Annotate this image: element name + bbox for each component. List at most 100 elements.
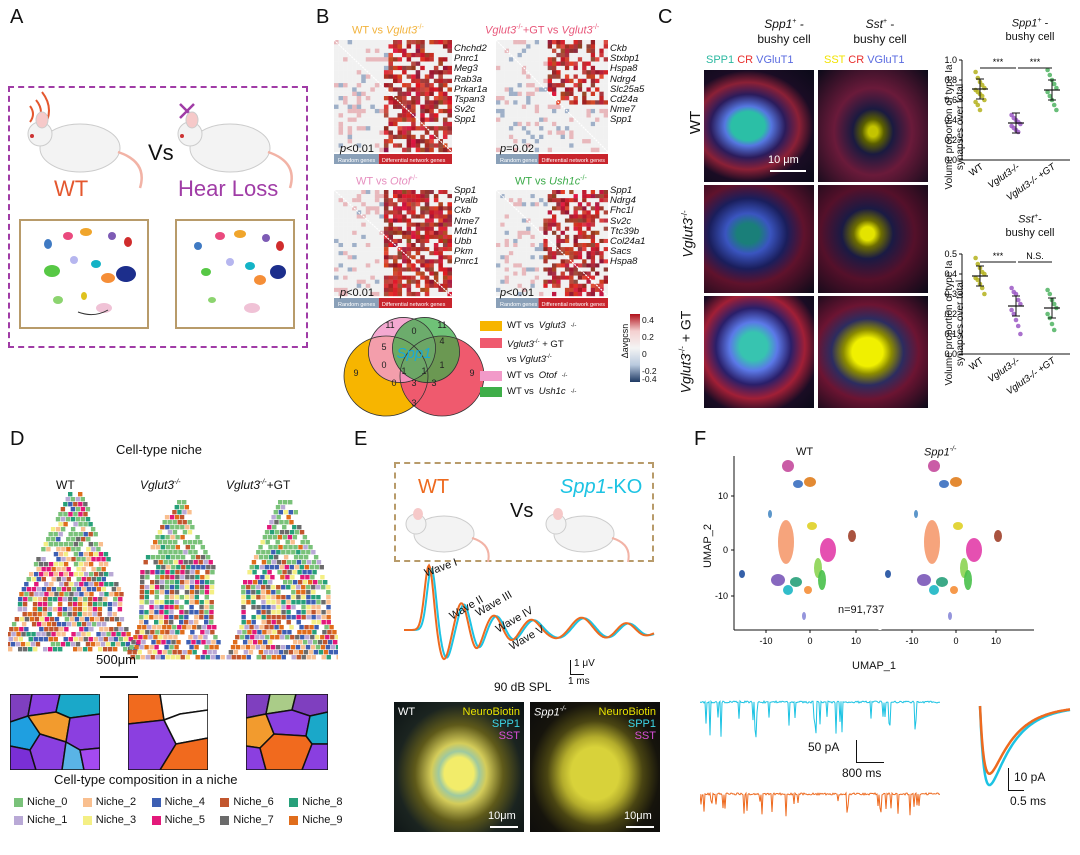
heatmap-cell: [552, 222, 557, 227]
heatmap-cell: [560, 255, 566, 260]
heatmap-cell: [530, 113, 535, 118]
heatmap-cell: [374, 230, 380, 236]
heatmap-cell: [539, 283, 544, 289]
niche-spot: [179, 515, 185, 520]
heatmap-cell: [343, 259, 348, 264]
heatmap-cell: [402, 78, 407, 84]
heatmap-cell: [569, 134, 574, 140]
heatmap-cell: [356, 91, 362, 97]
niche-spot: [139, 585, 145, 590]
umap-y-tick-label: -10: [715, 591, 728, 601]
niche-spot: [195, 535, 200, 540]
heatmap-cell: [370, 287, 376, 293]
heatmap-cell: [513, 210, 518, 215]
heatmap-cell: [402, 287, 407, 293]
niche-spot: [67, 602, 73, 607]
panel-e-ko: Spp1-KO: [560, 476, 643, 498]
heatmap-cell: [365, 108, 371, 114]
niche-spot: [34, 592, 39, 597]
niche-spot: [251, 595, 256, 600]
heatmap-cell: [500, 143, 505, 148]
heatmap-cell: [420, 230, 425, 236]
niche-spot: [101, 577, 106, 582]
heatmap-cell: [517, 52, 523, 58]
heatmap-cell: [411, 210, 416, 215]
niche-spot: [195, 555, 201, 560]
heatmap-cell: [539, 226, 544, 231]
niche-spot: [76, 567, 81, 572]
heatmap-cell: [552, 61, 557, 67]
heatmap-cell: [438, 218, 444, 223]
heatmap-cell: [547, 104, 553, 110]
niche-spot: [130, 655, 135, 660]
heatmap-cell: [365, 57, 371, 62]
heatmap-cell: [500, 291, 505, 297]
heatmap-cell: [406, 61, 412, 67]
niche-spot: [83, 502, 88, 507]
heatmap-cell: [526, 279, 531, 284]
heatmap-cell: [552, 243, 557, 248]
heatmap-cell: [504, 74, 510, 79]
heatmap-cell: [595, 121, 600, 127]
heatmap-cell: [424, 57, 430, 62]
niche-spot: [264, 565, 269, 570]
niche-spot: [270, 645, 276, 650]
heatmap-cell: [547, 238, 553, 244]
niche-spot: [299, 625, 304, 630]
heatmap-cell: [599, 251, 604, 256]
heatmap-cell: [338, 87, 344, 92]
heatmap-cell: [603, 283, 608, 289]
heatmap-cell: [370, 234, 376, 240]
heatmap-cell: [379, 117, 385, 123]
heatmap-cell: [586, 271, 591, 276]
heatmap-cell: [356, 190, 362, 195]
heatmap-cell: [603, 198, 608, 203]
heatmap-cell: [438, 113, 444, 118]
heatmap-cell: [534, 287, 540, 293]
niche-spot: [72, 647, 78, 652]
heatmap-cell: [383, 147, 389, 153]
heatmap-cell: [379, 194, 385, 199]
heatmap-cell: [582, 259, 587, 264]
heatmap-cell: [365, 61, 371, 67]
heatmap-cell: [577, 147, 583, 153]
heatmap-cell: [521, 279, 527, 284]
heatmap-cell: [388, 222, 394, 227]
heatmap-cell: [543, 91, 548, 97]
heatmap-cell: [517, 96, 523, 101]
heatmap-cell: [500, 271, 505, 276]
heatmap-cell: [530, 65, 535, 71]
d-scale-bar: [100, 676, 138, 678]
niche-spot: [71, 587, 77, 592]
data-point: [975, 102, 981, 108]
venn-num: 3: [431, 378, 436, 388]
heatmap-cell: [334, 234, 339, 240]
niche-spot: [184, 620, 189, 625]
panel-d-col-wt: WT: [56, 478, 75, 492]
heatmap-cell: [508, 74, 514, 79]
heatmap-cell: [547, 61, 553, 67]
niche-spot: [316, 595, 321, 600]
niche-spot: [170, 575, 175, 580]
niche-spot: [293, 650, 299, 655]
heatmap-cell: [388, 230, 394, 236]
niche-spot: [29, 572, 34, 577]
heatmap-cell: [599, 275, 604, 280]
heatmap-cell: [338, 222, 344, 227]
niche-spot: [123, 637, 128, 642]
niche-spot: [332, 640, 338, 645]
heatmap-cell: [379, 263, 385, 268]
heatmap-cell: [334, 271, 339, 276]
niche-spot: [288, 510, 294, 515]
heatmap-cell: [379, 238, 385, 244]
heatmap-cell: [590, 70, 596, 75]
heatmap-cell: [599, 255, 604, 260]
heatmap-cell: [383, 130, 389, 135]
heatmap-cell: [508, 230, 514, 236]
niche-spot: [174, 585, 180, 590]
niche-spot: [271, 585, 276, 590]
niche-swatch: [220, 815, 230, 825]
niche-spot: [297, 525, 302, 530]
heatmap-cell: [411, 70, 416, 75]
niche-spot: [150, 545, 156, 550]
